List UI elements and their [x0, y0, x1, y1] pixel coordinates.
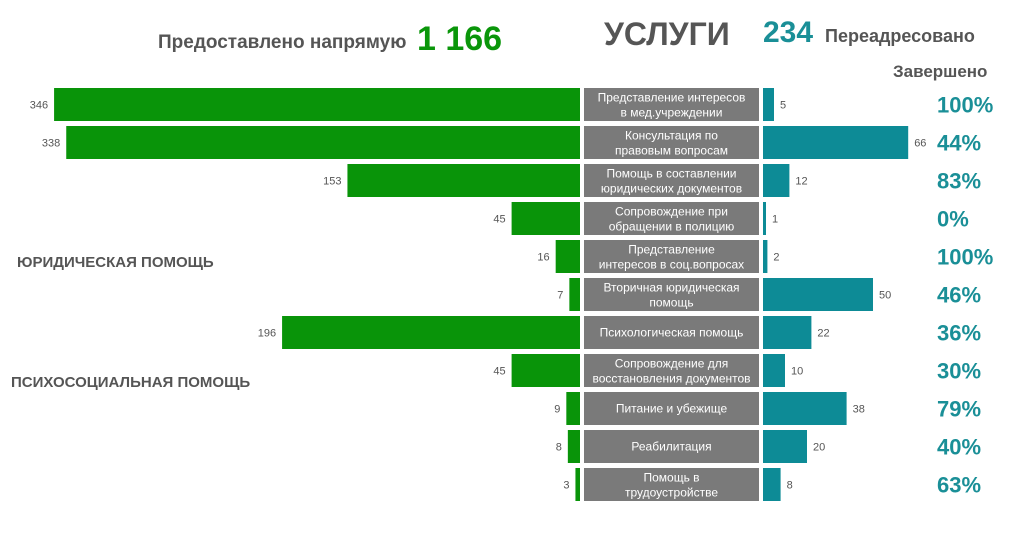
category-box	[584, 354, 759, 387]
category-box	[584, 430, 759, 463]
category-box	[584, 316, 759, 349]
redirect-bar	[763, 164, 790, 197]
direct-value-label: 346	[30, 100, 48, 112]
direct-bar	[66, 126, 581, 159]
section-label-psycho: ПСИХОСОЦИАЛЬНАЯ ПОМОЩЬ	[11, 374, 251, 391]
completed-percent: 0%	[937, 207, 969, 232]
redirect-value-label: 5	[780, 100, 786, 112]
redirect-bar	[763, 316, 812, 349]
completed-percent: 46%	[937, 283, 981, 308]
direct-bar	[566, 392, 580, 425]
completed-column-label: Завершено	[893, 62, 988, 81]
redirect-value-label: 38	[853, 404, 865, 416]
direct-value-label: 338	[42, 138, 60, 150]
direct-bar	[347, 164, 580, 197]
completed-percent: 79%	[937, 397, 981, 422]
redirect-bar	[763, 278, 873, 311]
category-label: Помощь в составлении юридических документ…	[601, 167, 742, 196]
completed-percent: 30%	[937, 359, 981, 384]
redirect-bar	[763, 354, 785, 387]
direct-value-label: 8	[556, 442, 562, 454]
category-label: Вторичная юридическая помощь	[603, 281, 739, 310]
redirect-bar	[763, 392, 847, 425]
direct-bar	[569, 278, 580, 311]
redirect-total-value: 234	[763, 16, 814, 49]
redirect-value-label: 10	[791, 366, 803, 378]
category-box	[584, 202, 759, 235]
direct-bar	[54, 88, 580, 121]
direct-bar	[555, 240, 580, 273]
category-box	[584, 278, 759, 311]
completed-percent: 63%	[937, 473, 981, 498]
redirect-total-label: Переадресовано	[825, 26, 975, 46]
category-label: Консультация по правовым вопросам	[615, 129, 728, 158]
redirect-bar	[763, 202, 766, 235]
category-label: Питание и убежище	[616, 402, 728, 416]
redirect-value-label: 12	[795, 176, 807, 188]
direct-value-label: 196	[258, 328, 276, 340]
category-label: Представление интересов в соц.вопросах	[599, 243, 744, 272]
redirect-value-label: 22	[817, 328, 829, 340]
category-box	[584, 126, 759, 159]
completed-percent: 44%	[937, 131, 981, 156]
category-box	[584, 240, 759, 273]
direct-value-label: 7	[557, 290, 563, 302]
direct-value-label: 45	[493, 214, 505, 226]
redirect-value-label: 50	[879, 290, 891, 302]
direct-bar	[511, 202, 580, 235]
direct-value-label: 16	[537, 252, 549, 264]
category-label: Сопровождение для восстановления документ…	[592, 357, 750, 386]
completed-percent: 100%	[937, 93, 993, 118]
chart-title: УСЛУГИ	[604, 16, 730, 52]
redirect-bar	[763, 126, 909, 159]
redirect-bar	[763, 430, 807, 463]
direct-bar	[567, 430, 580, 463]
completed-percent: 36%	[937, 321, 981, 346]
category-label: Психологическая помощь	[600, 326, 744, 340]
redirect-bar	[763, 88, 774, 121]
completed-percent: 83%	[937, 169, 981, 194]
direct-value-label: 3	[563, 480, 569, 492]
redirect-value-label: 1	[772, 214, 778, 226]
redirect-bar	[763, 468, 781, 501]
redirect-bar	[763, 240, 768, 273]
redirect-value-label: 20	[813, 442, 825, 454]
completed-percent: 40%	[937, 435, 981, 460]
category-label: Помощь в трудоустройстве	[625, 471, 718, 500]
redirect-value-label: 2	[773, 252, 779, 264]
direct-total-label: Предоставлено напрямую	[158, 32, 407, 53]
section-label-legal: ЮРИДИЧЕСКАЯ ПОМОЩЬ	[17, 254, 214, 271]
category-label: Реабилитация	[631, 440, 711, 454]
direct-value-label: 9	[554, 404, 560, 416]
direct-total-value: 1 166	[417, 20, 503, 58]
category-box	[584, 88, 759, 121]
direct-bar	[282, 316, 580, 349]
category-label: Представление интересов в мед.учреждении	[598, 91, 746, 120]
direct-bar	[575, 468, 580, 501]
category-box	[584, 468, 759, 501]
redirect-value-label: 66	[914, 138, 926, 150]
direct-bar	[511, 354, 580, 387]
completed-percent: 100%	[937, 245, 993, 270]
direct-value-label: 153	[323, 176, 341, 188]
direct-value-label: 45	[493, 366, 505, 378]
category-box	[584, 164, 759, 197]
redirect-value-label: 8	[787, 480, 793, 492]
category-label: Сопровождение при обращении в полицию	[609, 205, 735, 234]
category-box	[584, 392, 759, 425]
